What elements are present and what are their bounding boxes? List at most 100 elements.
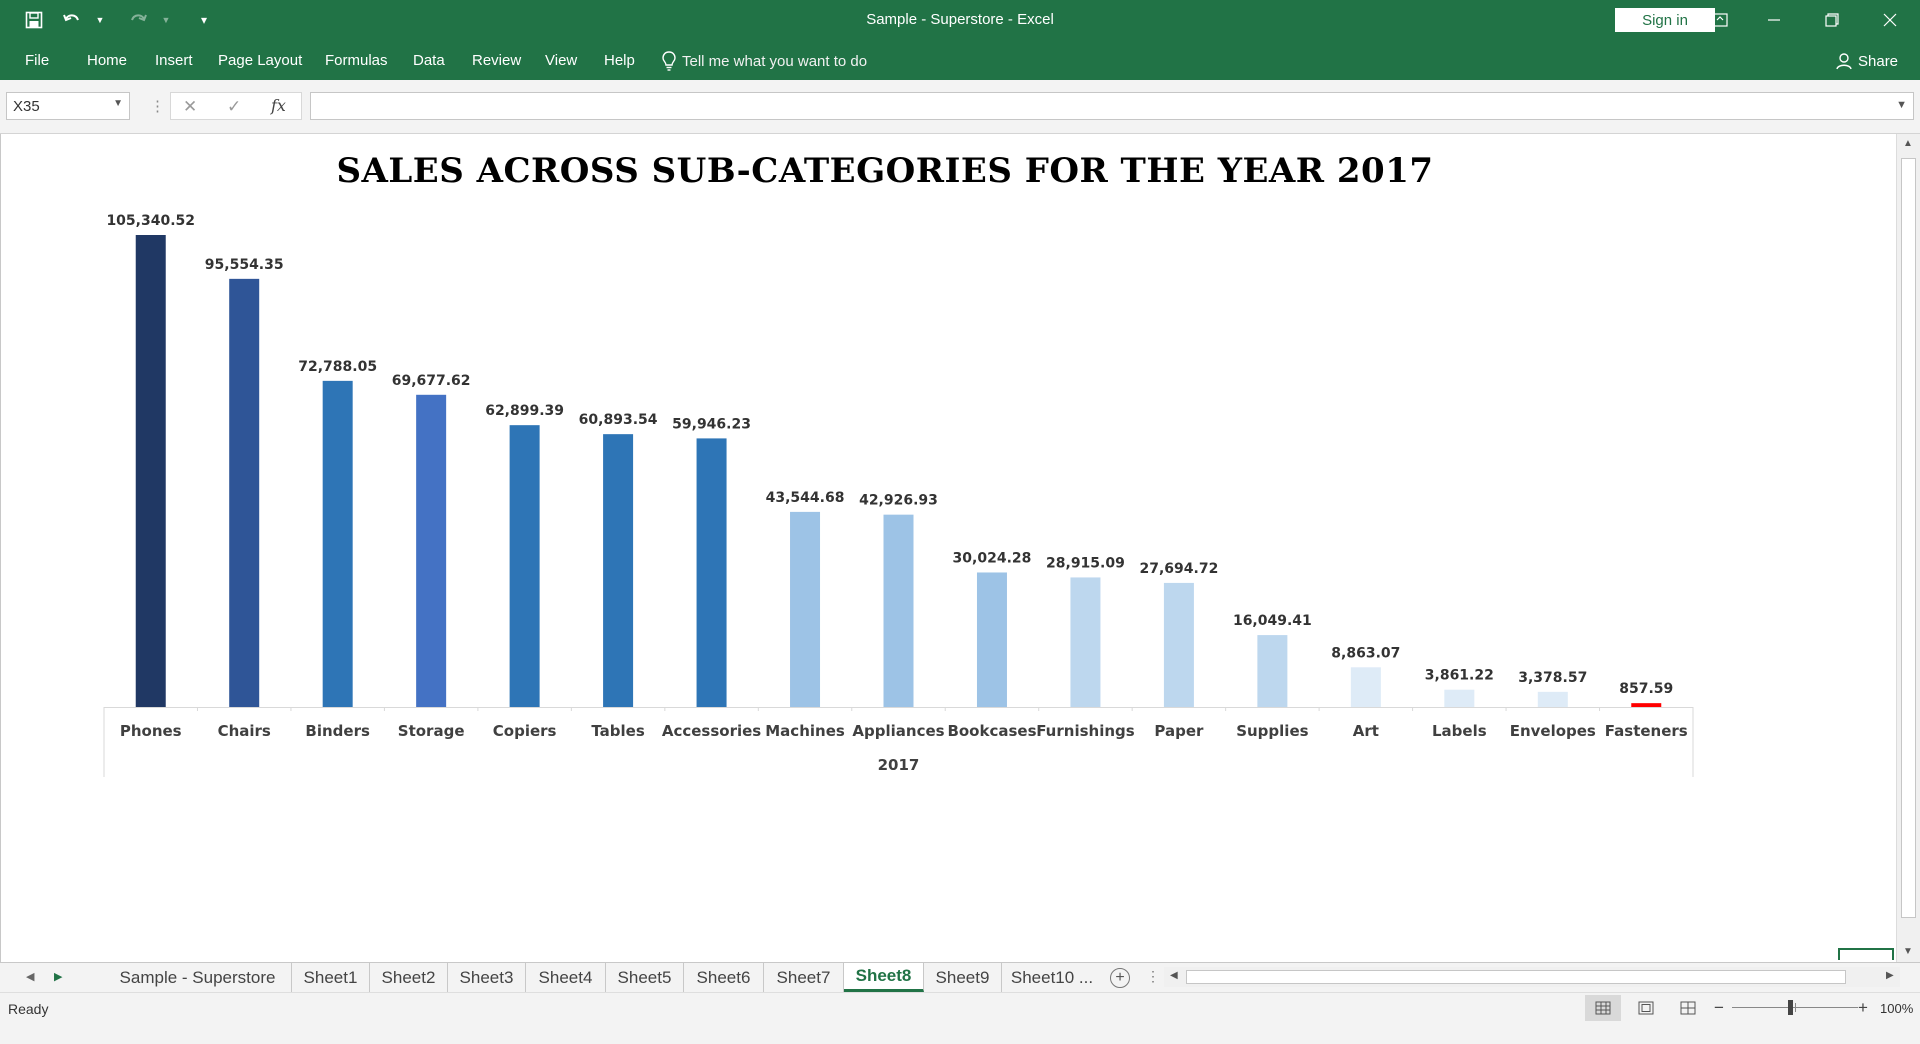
worksheet-area[interactable]: SALES ACROSS SUB-CATEGORIES FOR THE YEAR… xyxy=(0,134,1896,962)
category-label: Paper xyxy=(1154,722,1204,740)
sheet-tab[interactable]: Sheet7 xyxy=(764,963,844,992)
customize-qat-icon[interactable]: ▾ xyxy=(200,13,208,27)
scroll-right-icon[interactable]: ▶ xyxy=(1886,970,1894,981)
category-label: Furnishings xyxy=(1036,722,1135,740)
share-button[interactable]: Share xyxy=(1836,52,1898,70)
add-sheet-icon[interactable]: + xyxy=(1110,968,1130,988)
redo-dropdown-icon[interactable]: ▼ xyxy=(161,15,171,25)
data-label: 69,677.62 xyxy=(392,373,471,389)
scroll-left-icon[interactable]: ◀ xyxy=(1170,970,1178,981)
page-break-view-icon[interactable] xyxy=(1670,995,1706,1021)
tab-scroll-left-icon[interactable]: ◀ xyxy=(26,971,35,983)
category-label: Envelopes xyxy=(1510,722,1596,740)
tab-data[interactable]: Data xyxy=(413,52,445,69)
vertical-scrollbar[interactable]: ▲ ▼ xyxy=(1896,134,1920,962)
tell-me-label: Tell me what you want to do xyxy=(682,52,868,70)
sales-chart[interactable]: SALES ACROSS SUB-CATEGORIES FOR THE YEAR… xyxy=(1,134,1897,962)
sheet-tab[interactable]: Sample - Superstore xyxy=(104,963,292,992)
tab-home[interactable]: Home xyxy=(87,52,128,69)
quick-access-toolbar: ▼ ▼ ▾ xyxy=(22,8,216,32)
bar xyxy=(790,511,821,707)
horizontal-scrollbar[interactable]: ◀ ▶ xyxy=(1164,967,1900,987)
data-label: 105,340.52 xyxy=(106,213,195,229)
tab-view[interactable]: View xyxy=(545,52,578,69)
share-label: Share xyxy=(1858,52,1899,70)
insert-function-icon[interactable]: fx xyxy=(271,96,286,115)
tab-scroll-right-icon[interactable]: ▶ xyxy=(54,971,63,983)
zoom-out-icon[interactable]: − xyxy=(1714,998,1724,1017)
scroll-up-icon[interactable]: ▲ xyxy=(1903,138,1913,149)
chevron-down-icon[interactable]: ▼ xyxy=(113,98,123,109)
zoom-slider-thumb[interactable] xyxy=(1788,1000,1793,1015)
formula-bar: X35 ▼ ⋮ ✕ ✓ fx ▼ xyxy=(0,80,1920,134)
bar xyxy=(1537,691,1568,707)
bar xyxy=(1163,582,1194,707)
save-icon[interactable] xyxy=(22,8,46,32)
sheet-tab-active[interactable]: Sheet8 xyxy=(844,963,924,992)
ribbon-display-options-icon[interactable] xyxy=(1700,6,1740,34)
tab-review[interactable]: Review xyxy=(472,52,522,69)
category-label: Machines xyxy=(765,722,845,740)
sheet-tab[interactable]: Sheet2 xyxy=(370,963,448,992)
tab-insert[interactable]: Insert xyxy=(155,52,193,69)
bar xyxy=(1070,577,1101,707)
data-label: 16,049.41 xyxy=(1233,613,1312,629)
tab-file[interactable]: File xyxy=(25,52,50,69)
sheet-tab[interactable]: Sheet10 ... xyxy=(1010,967,1094,987)
tab-help[interactable]: Help xyxy=(604,52,635,69)
category-label: Supplies xyxy=(1236,722,1308,740)
horizontal-scroll-thumb[interactable] xyxy=(1186,970,1846,984)
minimize-icon[interactable] xyxy=(1754,6,1794,34)
category-label: Tables xyxy=(591,722,644,740)
sheet-tab[interactable]: Sheet4 xyxy=(526,963,606,992)
page-layout-view-icon[interactable] xyxy=(1628,995,1664,1021)
restore-icon[interactable] xyxy=(1812,6,1852,34)
enter-icon[interactable]: ✓ xyxy=(227,97,242,116)
sheet-tab[interactable]: Sheet9 xyxy=(924,963,1002,992)
vertical-dots-icon[interactable]: ⋮ xyxy=(1146,968,1160,984)
close-icon[interactable] xyxy=(1870,6,1910,34)
tab-formulas[interactable]: Formulas xyxy=(325,52,388,69)
sheet-tab[interactable]: Sheet3 xyxy=(448,963,526,992)
sheet-tabs-bar: ◀ ▶ Sample - Superstore Sheet1 Sheet2 Sh… xyxy=(0,962,1920,992)
undo-icon[interactable] xyxy=(60,8,84,32)
data-label: 43,544.68 xyxy=(766,490,845,506)
axis-group-label: 2017 xyxy=(878,756,920,774)
formula-input[interactable]: ▼ xyxy=(310,92,1914,120)
undo-dropdown-icon[interactable]: ▼ xyxy=(95,15,105,25)
zoom-in-icon[interactable]: + xyxy=(1858,998,1868,1017)
scroll-down-icon[interactable]: ▼ xyxy=(1903,946,1913,957)
bar xyxy=(322,380,353,707)
category-label: Copiers xyxy=(493,722,557,740)
data-label: 72,788.05 xyxy=(298,359,377,375)
zoom-default-tick xyxy=(1795,1003,1796,1012)
lightbulb-icon xyxy=(662,51,676,71)
tell-me-search[interactable]: Tell me what you want to do xyxy=(662,51,867,71)
bar xyxy=(416,394,447,707)
category-label: Art xyxy=(1353,722,1379,740)
bar xyxy=(509,425,540,707)
expand-formula-icon[interactable]: ▼ xyxy=(1896,99,1907,111)
data-label: 3,378.57 xyxy=(1518,670,1587,686)
zoom-level[interactable]: 100% xyxy=(1880,1001,1914,1016)
category-label: Chairs xyxy=(218,722,271,740)
name-box[interactable]: X35 ▼ xyxy=(6,92,130,120)
bar xyxy=(883,514,914,707)
active-cell-indicator xyxy=(1838,948,1894,960)
formula-buttons: ✕ ✓ fx xyxy=(170,92,302,120)
category-label: Storage xyxy=(398,722,465,740)
sign-in-button[interactable]: Sign in xyxy=(1615,8,1715,32)
redo-icon[interactable] xyxy=(126,8,150,32)
sheet-tab[interactable]: Sheet1 xyxy=(292,963,370,992)
sheet-tab[interactable]: Sheet5 xyxy=(606,963,684,992)
vertical-scroll-thumb[interactable] xyxy=(1901,158,1916,918)
data-label: 30,024.28 xyxy=(953,550,1032,566)
cancel-icon[interactable]: ✕ xyxy=(183,97,198,116)
chart-title: SALES ACROSS SUB-CATEGORIES FOR THE YEAR… xyxy=(336,151,1433,191)
sheet-tab[interactable]: Sheet6 xyxy=(684,963,764,992)
data-label: 59,946.23 xyxy=(672,416,751,432)
normal-view-icon[interactable] xyxy=(1585,995,1621,1021)
data-label: 8,863.07 xyxy=(1331,645,1400,661)
bar xyxy=(229,278,260,707)
tab-page-layout[interactable]: Page Layout xyxy=(218,52,303,69)
